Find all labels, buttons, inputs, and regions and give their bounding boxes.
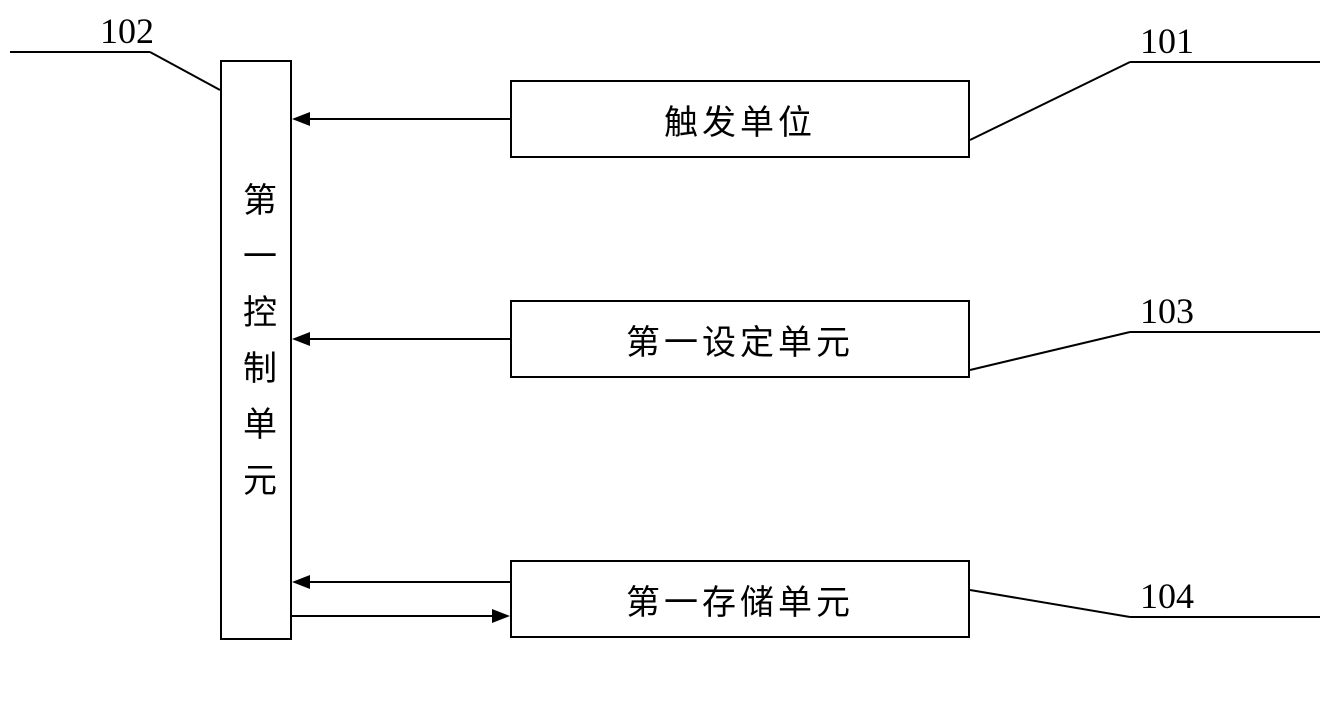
node-trigger-unit: 触发单位 <box>510 80 970 158</box>
diagram-canvas: { "diagram": { "type": "block-diagram", … <box>0 0 1332 716</box>
node-first-setting-unit: 第一设定单元 <box>510 300 970 378</box>
node-label: 第一设定单元 <box>626 315 854 364</box>
node-label: 第一存储单元 <box>626 575 854 624</box>
node-first-storage-unit: 第一存储单元 <box>510 560 970 638</box>
node-label: 触发单位 <box>664 95 816 144</box>
ref-label-102: 102 <box>100 10 154 52</box>
ref-label-103: 103 <box>1140 290 1194 332</box>
node-first-control-unit: 第一控制单元 <box>220 60 292 640</box>
ref-label-101: 101 <box>1140 20 1194 62</box>
ref-label-104: 104 <box>1140 575 1194 617</box>
node-label: 第一控制单元 <box>232 182 281 518</box>
